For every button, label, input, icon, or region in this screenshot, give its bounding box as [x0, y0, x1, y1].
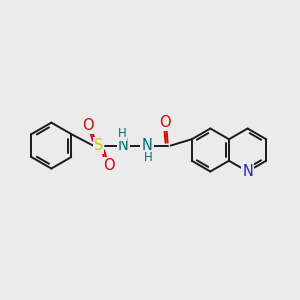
Text: H: H — [118, 127, 126, 140]
Text: S: S — [94, 138, 103, 153]
Text: N: N — [242, 164, 253, 179]
Text: O: O — [159, 115, 170, 130]
Text: N: N — [118, 138, 129, 153]
Text: O: O — [82, 118, 94, 133]
Text: H: H — [144, 152, 153, 164]
Text: O: O — [103, 158, 115, 173]
Text: N: N — [142, 138, 152, 153]
